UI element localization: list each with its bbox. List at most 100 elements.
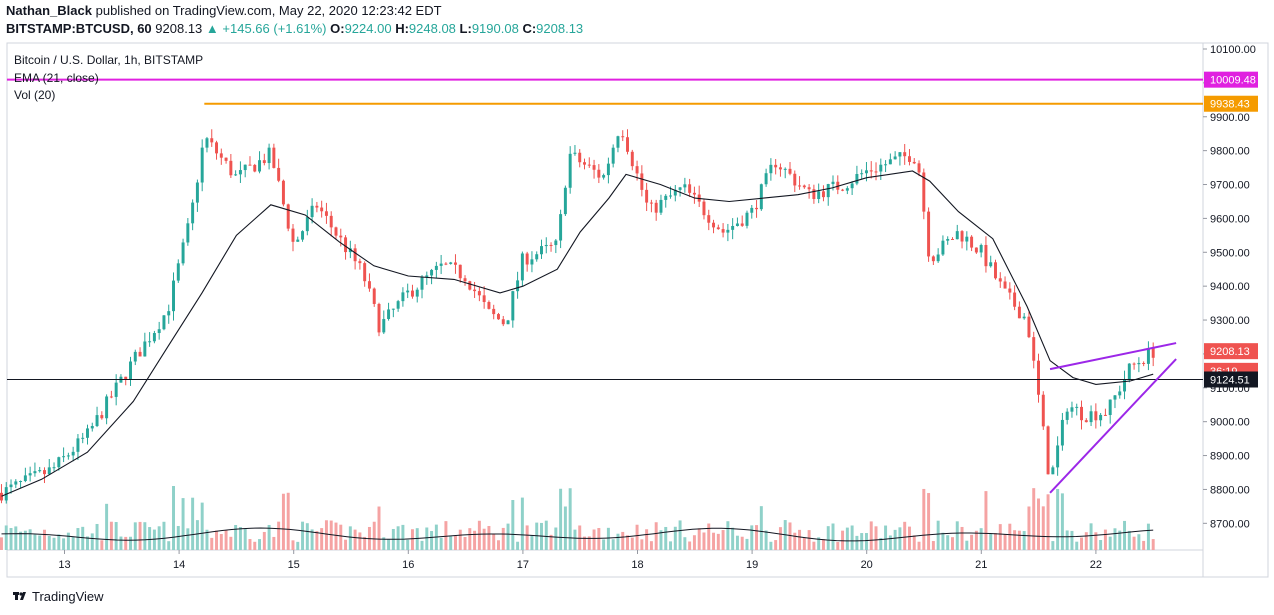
candle	[320, 207, 324, 212]
volume-bar	[420, 540, 424, 550]
volume-bar	[277, 521, 281, 550]
volume-bar	[888, 535, 892, 550]
candle	[745, 212, 749, 226]
volume-bar	[683, 537, 687, 550]
open-value: 9224.00	[344, 21, 392, 36]
candle	[487, 302, 491, 309]
candle	[1037, 360, 1040, 395]
wedge-upper-trendline[interactable]	[1049, 342, 1177, 371]
volume-bar	[253, 541, 257, 550]
ohlc-row: BITSTAMP:BTCUSD, 60 9208.13 ▲ +145.66 (+…	[6, 21, 583, 36]
volume-bar	[984, 491, 988, 550]
volume-bar	[219, 534, 223, 550]
volume-bar	[884, 525, 888, 550]
legend-title[interactable]: Bitcoin / U.S. Dollar, 1h, BITSTAMP	[14, 53, 204, 67]
volume-bar	[630, 537, 634, 550]
volume-bar	[955, 521, 959, 550]
candle	[568, 153, 572, 188]
volume-bar	[640, 539, 644, 550]
candle	[649, 202, 653, 204]
volume-bar	[344, 539, 348, 550]
volume-bar	[148, 527, 152, 550]
price-change: +145.66 (+1.61%)	[222, 21, 327, 36]
y-tick-label: 9500.00	[1210, 247, 1250, 259]
volume-bar	[721, 530, 725, 550]
candle	[616, 136, 620, 148]
volume-bar	[86, 536, 89, 550]
candle	[191, 202, 195, 224]
candle	[635, 166, 639, 174]
candle	[109, 396, 113, 398]
volume-bar	[869, 521, 873, 550]
symbol-label[interactable]: BITSTAMP:BTCUSD, 60	[6, 21, 152, 36]
volume-bar	[430, 530, 434, 550]
y-tick-label: 8800.00	[1210, 484, 1250, 496]
candle	[1022, 316, 1026, 319]
candle	[1108, 399, 1112, 415]
candle	[535, 254, 539, 260]
candle	[23, 475, 27, 482]
candle	[731, 225, 735, 230]
volume-bar	[1151, 539, 1155, 550]
y-tick-label: 9800.00	[1210, 146, 1250, 158]
candle	[673, 189, 677, 196]
price-label: 9938.43	[1210, 99, 1250, 111]
legend-volume[interactable]: Vol (20)	[14, 88, 56, 102]
candle	[807, 187, 811, 190]
candle	[425, 275, 429, 278]
candle	[477, 291, 481, 296]
volume-bar	[372, 521, 376, 550]
volume-bar	[697, 528, 701, 550]
volume-bar	[320, 528, 324, 550]
volume-bar	[850, 525, 854, 550]
candle	[253, 164, 257, 172]
candle	[353, 248, 357, 262]
volume-bar	[143, 522, 147, 550]
candle	[740, 223, 744, 226]
candle	[955, 231, 959, 240]
volume-bar	[1003, 534, 1007, 550]
volume-bar	[573, 529, 577, 550]
candle	[759, 184, 763, 210]
wedge-lower-trendline[interactable]	[1049, 358, 1177, 494]
volume-bar	[716, 533, 720, 550]
candle	[1075, 406, 1079, 408]
candle	[683, 184, 687, 188]
publish-date: published on TradingView.com, May 22, 20…	[95, 3, 442, 18]
volume-bar	[626, 535, 629, 550]
volume-bar	[606, 527, 610, 550]
x-tick-label: 22	[1090, 559, 1102, 571]
candle	[669, 195, 673, 197]
candle	[712, 222, 716, 228]
candle	[296, 239, 300, 242]
candle	[100, 415, 104, 419]
candle	[778, 167, 782, 170]
volume-bar	[186, 528, 190, 550]
volume-bar	[664, 526, 668, 550]
tradingview-footer[interactable]: TradingView	[12, 588, 104, 604]
legend-ema[interactable]: EMA (21, close)	[14, 71, 99, 85]
volume-bar	[855, 535, 859, 550]
volume-bar	[100, 540, 104, 550]
candle	[927, 211, 931, 257]
volume-bar	[516, 541, 520, 550]
candle	[769, 164, 773, 174]
candle	[143, 341, 147, 357]
volume-bar	[1084, 532, 1088, 550]
volume-bar	[563, 506, 567, 550]
candle	[583, 162, 586, 165]
volume-bar	[611, 539, 615, 550]
volume-bar	[774, 540, 778, 550]
volume-bar	[262, 531, 266, 550]
candle	[879, 164, 883, 172]
candle	[9, 484, 13, 488]
candle	[606, 163, 610, 176]
volume-bar	[860, 533, 864, 550]
volume-bar	[726, 521, 730, 550]
price-label-bg	[1204, 343, 1258, 360]
author-name[interactable]: Nathan_Black	[6, 3, 92, 18]
candle	[81, 437, 85, 439]
volume-bar	[66, 532, 70, 550]
ema-line	[1, 170, 1154, 497]
